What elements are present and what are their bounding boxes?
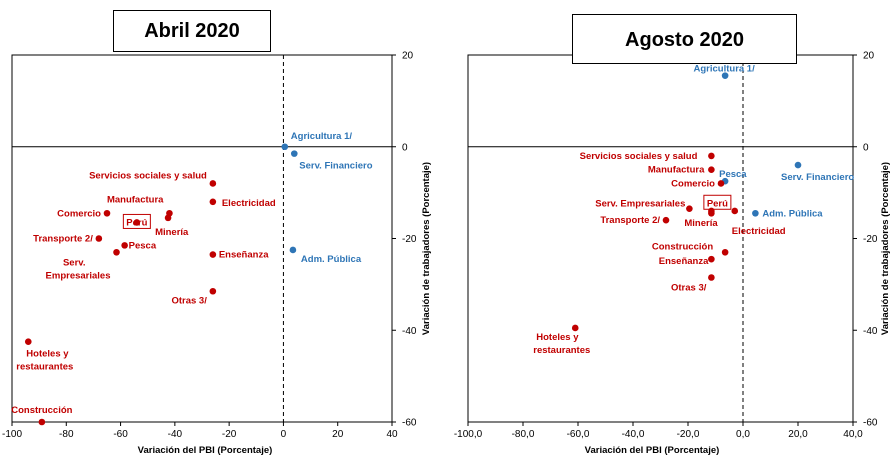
point-label: Perú [126,217,147,228]
point-label: Pesca [719,169,747,180]
x-tick-label: -20,0 [677,429,700,440]
chart-panel-0: -100 -80 -60 -40 -20 0 20 40 -60 -40 -20 0 20 Variaci… [2,51,432,457]
point-label: Servicios sociales y salud [580,151,698,162]
x-tick-label: -40,0 [622,429,645,440]
data-point [686,205,693,212]
y-tick-label: -40 [402,326,417,337]
data-point [164,214,172,222]
point-label: Serv. Empresariales [46,257,111,281]
x-tick-label: -100,0 [454,429,483,440]
data-point [708,152,715,160]
data-point [571,324,579,332]
data-point [209,251,217,258]
point-label: Hoteles y restaurantes [533,332,590,356]
chart-title-abril: Abril 2020 [113,10,271,52]
point-label: Serv. Financiero [781,172,854,183]
point-label: Comercio [671,178,715,189]
data-point [662,216,670,224]
data-point [731,207,739,215]
data-point [38,418,46,426]
x-tick-label: -40 [168,429,183,440]
point-label: Construcción [11,405,72,416]
y-axis-label: Variación de trabajadores (Porcentaje) [880,162,891,335]
data-point [752,209,759,217]
point-label: Servicios sociales y salud [89,170,207,181]
point-label: Adm. Pública [301,254,362,265]
data-point [721,248,729,256]
x-tick-label: 0 [281,429,287,440]
point-label: Otras 3/ [671,282,707,293]
x-axis-label: Variación del PBI (Porcentaje) [585,445,720,456]
x-tick-label: 20,0 [788,429,808,440]
point-label: Transporte 2/ [33,234,93,245]
data-point [290,150,298,157]
x-tick-label: 40 [386,429,398,440]
plot-frame [467,54,854,423]
data-point [113,248,120,256]
data-point [281,143,289,151]
point-label: Agricultura 1/ [291,131,353,142]
y-tick-label: -20 [863,234,878,245]
y-tick-label: 20 [863,51,875,62]
y-tick-label: 0 [402,142,408,153]
data-point [721,72,729,79]
data-point [209,198,217,206]
y-tick-label: -40 [863,326,878,337]
x-tick-label: -20 [222,429,237,440]
y-axis-label: Variación de trabajadores (Porcentaje) [421,162,432,335]
y-tick-label: -60 [402,418,417,429]
x-tick-label: 0,0 [736,429,750,440]
chart-title-agosto: Agosto 2020 [572,14,797,64]
data-point [209,287,217,295]
point-label: Agricultura 1/ [694,64,756,75]
point-label: Manufactura [648,165,705,176]
data-point [708,207,715,215]
point-label: Pesca [129,240,157,251]
point-label: Transporte 2/ [600,215,660,226]
point-label: Minería [684,218,718,229]
point-label: Construcción [652,241,713,252]
data-point [717,180,725,187]
data-point [794,161,802,169]
data-point [708,255,715,263]
data-point [289,246,297,254]
x-tick-label: -80 [59,429,74,440]
point-label: Enseñanza [659,256,709,267]
x-tick-label: -60 [113,429,128,440]
x-tick-label: 40,0 [843,429,863,440]
point-label: Hoteles y restaurantes [16,349,73,373]
point-label: Perú [707,198,728,209]
point-label: Electricidad [222,198,276,209]
point-label: Serv. Empresariales [595,199,685,210]
x-tick-label: -100 [2,429,22,440]
point-label-box [703,194,732,210]
data-point [133,219,141,226]
y-tick-label: -60 [863,418,878,429]
data-point [103,209,111,217]
y-tick-label: 0 [863,142,869,153]
y-tick-label: 20 [402,51,414,62]
chart-panel-1: -100,0 -80,0 -60,0 -40,0 -20,0 0,0 20,0 40,0-60… [454,51,891,457]
x-tick-label: 20 [332,429,344,440]
data-point [708,166,715,173]
data-point [209,180,217,187]
data-point [121,242,128,249]
point-label: Manufactura [107,194,164,205]
point-label: Serv. Financiero [299,161,372,172]
point-label: Electricidad [732,226,786,237]
point-label: Minería [155,227,189,238]
point-label: Adm. Pública [762,208,823,219]
point-label: Enseñanza [219,250,269,261]
x-axis-label: Variación del PBI (Porcentaje) [138,445,273,456]
point-label: Otras 3/ [171,295,207,306]
y-tick-label: -20 [402,234,417,245]
point-label: Comercio [57,208,101,219]
data-point [708,274,715,281]
data-point [95,235,103,242]
x-tick-label: -60,0 [567,429,590,440]
data-point [24,338,32,346]
x-tick-label: -80,0 [512,429,535,440]
